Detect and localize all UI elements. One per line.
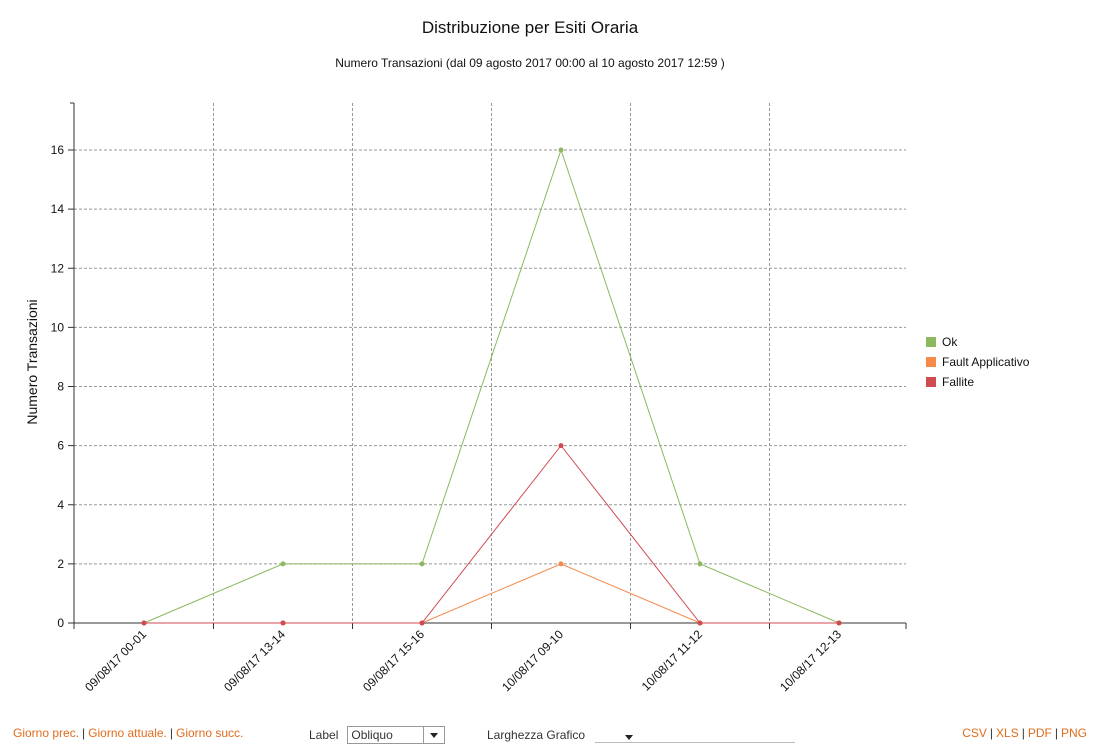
chart-subtitle: Numero Transazioni (dal 09 agosto 2017 0…: [335, 56, 725, 70]
data-point: [558, 443, 564, 449]
export-links: CSV | XLS | PDF | PNG: [962, 726, 1087, 740]
data-point: [558, 147, 564, 153]
separator: |: [1054, 726, 1058, 740]
chart: Distribuzione per Esiti Oraria Numero Tr…: [24, 18, 1030, 694]
label-control: Label Obliquo: [309, 726, 446, 744]
x-tick-label: 09/08/17 13-14: [221, 627, 288, 694]
y-axis-label: Numero Transazioni: [24, 299, 40, 424]
label-orientation-select[interactable]: Obliquo: [347, 726, 446, 744]
y-tick-label: 16: [51, 143, 65, 157]
x-tick-label: 09/08/17 00-01: [82, 627, 149, 694]
x-tick-label: 10/08/17 12-13: [777, 627, 844, 694]
legend-label: Ok: [942, 335, 958, 349]
data-point: [558, 561, 564, 567]
y-tick-label: 6: [57, 439, 64, 453]
chart-title: Distribuzione per Esiti Oraria: [422, 18, 639, 37]
day-navigation: Giorno prec. | Giorno attuale. | Giorno succ…: [13, 726, 243, 740]
chart-width-control: Larghezza Grafico: [487, 727, 796, 743]
footer-bar: Giorno prec. | Giorno attuale. | Giorno succ…: [0, 722, 1100, 748]
previous-day-link[interactable]: Giorno prec.: [13, 726, 80, 740]
series-line: [143, 148, 840, 624]
data-point: [697, 620, 703, 626]
next-day-link[interactable]: Giorno succ.: [176, 726, 244, 740]
separator: |: [82, 726, 86, 740]
y-tick-label: 12: [51, 261, 65, 275]
separator: |: [1021, 726, 1025, 740]
data-point: [280, 620, 286, 626]
chart-width-label: Larghezza Grafico: [487, 728, 586, 742]
separator: |: [169, 726, 173, 740]
dropdown-button[interactable]: [423, 727, 444, 743]
data-point: [697, 561, 703, 567]
label-orientation-value: Obliquo: [351, 728, 393, 742]
export-png-link[interactable]: PNG: [1060, 726, 1087, 740]
chevron-down-icon: [625, 735, 634, 740]
legend-swatch: [926, 337, 936, 347]
label-field-label: Label: [309, 728, 339, 742]
grid: [74, 103, 906, 623]
export-xls-link[interactable]: XLS: [996, 726, 1019, 740]
y-tick-label: 4: [57, 498, 64, 512]
data-point: [280, 561, 286, 567]
legend-swatch: [926, 357, 936, 367]
data-point: [141, 620, 147, 626]
axes: 0 2 4 6 8 10 12 14 16 09/08/17 00-01 09/08/17 13-1…: [51, 102, 907, 694]
separator: |: [989, 726, 994, 740]
legend-label: Fallite: [942, 375, 974, 389]
data-point: [419, 561, 425, 567]
legend-label: Fault Applicativo: [942, 355, 1030, 369]
chart-width-select[interactable]: [595, 727, 796, 743]
x-tick-label: 09/08/17 15-16: [360, 627, 427, 694]
data-point: [836, 620, 842, 626]
export-csv-link[interactable]: CSV: [962, 726, 987, 740]
x-tick-label: 10/08/17 11-12: [639, 627, 706, 694]
y-tick-label: 8: [57, 380, 64, 394]
current-day-link[interactable]: Giorno attuale.: [88, 726, 167, 740]
legend: Ok Fault Applicativo Fallite: [926, 335, 1030, 389]
y-tick-label: 0: [57, 616, 64, 630]
chevron-down-icon: [430, 732, 439, 738]
export-pdf-link[interactable]: PDF: [1027, 726, 1052, 740]
legend-swatch: [926, 377, 936, 387]
y-tick-label: 10: [51, 320, 65, 334]
y-tick-label: 14: [51, 202, 65, 216]
x-tick-label: 10/08/17 09-10: [499, 627, 566, 694]
y-tick-label: 2: [57, 557, 64, 571]
data-point: [419, 620, 425, 626]
series: [141, 147, 842, 626]
series-line: [144, 444, 839, 624]
